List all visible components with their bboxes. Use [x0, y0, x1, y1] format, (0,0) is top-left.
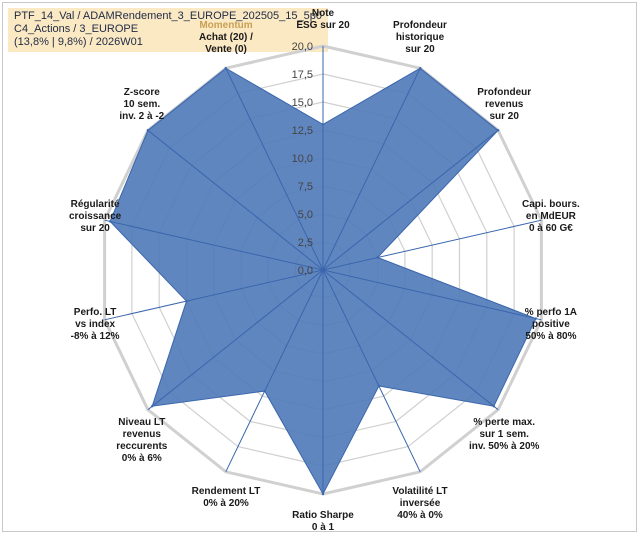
axis-label-line: Régularité	[71, 199, 120, 210]
axis-label-line: 0 à 60 G€	[529, 223, 573, 234]
axis-label: Perfo. LT vs index -8% à 12%	[71, 307, 120, 342]
axis-spoke	[322, 269, 542, 321]
axis-label-line: -8% à 12%	[71, 331, 120, 342]
axis-label-line: Z-score	[124, 87, 161, 98]
axis-label-line: Note	[312, 8, 335, 19]
axis-label: Ratio Sharpe 0 à 1	[292, 510, 354, 533]
axis-label-line: 40% à 0%	[397, 510, 443, 521]
axis-label-line: positive	[532, 319, 570, 330]
axis-spoke	[322, 219, 542, 271]
axis-label-line: en MdEUR	[526, 211, 577, 222]
axis-label: Niveau LT revenus reccurents 0% à 6%	[116, 417, 168, 464]
axis-label-line: historique	[396, 32, 445, 43]
data-point	[151, 405, 154, 408]
axis-label-line: revenus	[485, 99, 524, 110]
axis-spoke	[322, 269, 421, 473]
tick-label: 7,5	[298, 181, 313, 193]
data-point	[321, 123, 325, 126]
tick-label: 10,0	[292, 153, 313, 165]
axis-label: Capi. bours. en MdEUR 0 à 60 G€	[522, 199, 580, 234]
axis-label-line: croissance	[69, 211, 122, 222]
axis-label: Profondeur revenus sur 20	[477, 87, 531, 122]
axis-label-line: % perfo 1A	[525, 307, 577, 318]
axis-spoke	[147, 269, 324, 411]
axis-spoke	[322, 67, 421, 271]
data-point	[224, 67, 227, 70]
data-point	[146, 129, 150, 132]
axis-spoke	[104, 269, 324, 321]
axis-label-line: ESG sur 20	[296, 20, 350, 31]
axis-label: Régularité croissance sur 20	[69, 199, 122, 234]
axis-label: Rendement LT 0% à 20%	[192, 486, 261, 509]
data-point	[377, 384, 381, 388]
tick-label: 17,5	[292, 69, 313, 81]
axis-label-line: Achat (20) /	[199, 32, 253, 43]
axis-label-line: Volatilité LT	[392, 486, 447, 497]
axis-label: Momentum Achat (20) / Vente (0)	[199, 20, 253, 55]
axis-label-line: reccurents	[116, 441, 168, 452]
tick-label: 2,5	[298, 237, 313, 249]
data-point	[534, 317, 538, 320]
axis-label-line: inv. 2 à -2	[119, 111, 164, 122]
axis-label: Volatilité LT inversée 40% à 0%	[392, 486, 447, 521]
tick-label: 5,0	[298, 209, 313, 221]
axis-spoke	[225, 67, 324, 271]
chart-frame	[2, 2, 637, 532]
axis-label: Profondeur historique sur 20	[393, 20, 447, 55]
chart-title-box: PTF_14_Val / ADAMRendement_3_EUROPE_2025…	[8, 8, 328, 52]
tick-label: 0,0	[298, 265, 313, 277]
data-point	[185, 300, 188, 303]
data-point	[496, 129, 500, 132]
axis-label-line: inv. 50% à 20%	[469, 441, 540, 452]
data-point	[492, 405, 495, 408]
axis-label: % perfo 1A positive 50% à 80%	[525, 307, 577, 342]
axis-label-line: 0% à 6%	[122, 453, 162, 464]
axis-spoke	[322, 269, 499, 411]
axis-label-line: sur 20	[405, 44, 435, 55]
axis-label-line: 0% à 20%	[203, 498, 249, 509]
axis-label-line: Rendement LT	[192, 486, 261, 497]
tick-label: 15,0	[292, 97, 313, 109]
axis-spoke	[225, 269, 324, 473]
axis-spoke	[322, 129, 499, 271]
data-point	[419, 67, 422, 70]
axis-label-line: Perfo. LT	[74, 307, 117, 318]
axis-label-line: % perte max.	[473, 417, 535, 428]
tick-label: 20,0	[292, 41, 313, 53]
axis-label-line: Capi. bours.	[522, 199, 580, 210]
axis-label-line: Vente (0)	[205, 44, 247, 55]
data-point	[321, 492, 325, 496]
axis-spoke	[147, 129, 324, 271]
axis-label-line: sur 1 sem.	[479, 429, 529, 440]
axis-label-line: 0 à 1	[312, 522, 335, 533]
axis-label-line: sur 20	[80, 223, 110, 234]
axis-label-line: Momentum	[199, 20, 252, 31]
chart-title-line3: (13,8% | 9,8%) / 2026W01	[14, 36, 143, 48]
axis-label: Note ESG sur 20	[296, 8, 350, 31]
axis-label: Z-score 10 sem. inv. 2 à -2	[119, 87, 164, 122]
data-point	[263, 389, 266, 393]
chart-title-line1: PTF_14_Val / ADAMRendement_3_EUROPE_2025…	[14, 10, 322, 22]
axis-label-line: vs index	[75, 319, 115, 330]
axis-label-line: Profondeur	[393, 20, 447, 31]
data-point	[376, 256, 379, 259]
axis-label-line: revenus	[123, 429, 162, 440]
axis-label-line: Profondeur	[477, 87, 531, 98]
axis-label-line: 50% à 80%	[525, 331, 576, 342]
chart-title-line2: C4_Actions / 3_EUROPE	[14, 23, 139, 35]
axis-label-line: sur 20	[489, 111, 519, 122]
axis-label-line: inversée	[400, 498, 441, 509]
axis-label-line: Ratio Sharpe	[292, 510, 354, 521]
axis-label-line: 10 sem.	[123, 99, 160, 110]
data-point	[108, 220, 112, 223]
axis-label-line: Niveau LT	[118, 417, 165, 428]
axis-label: % perte max. sur 1 sem. inv. 50% à 20%	[469, 417, 540, 452]
axis-spoke	[104, 219, 324, 271]
tick-label: 12,5	[292, 125, 313, 137]
